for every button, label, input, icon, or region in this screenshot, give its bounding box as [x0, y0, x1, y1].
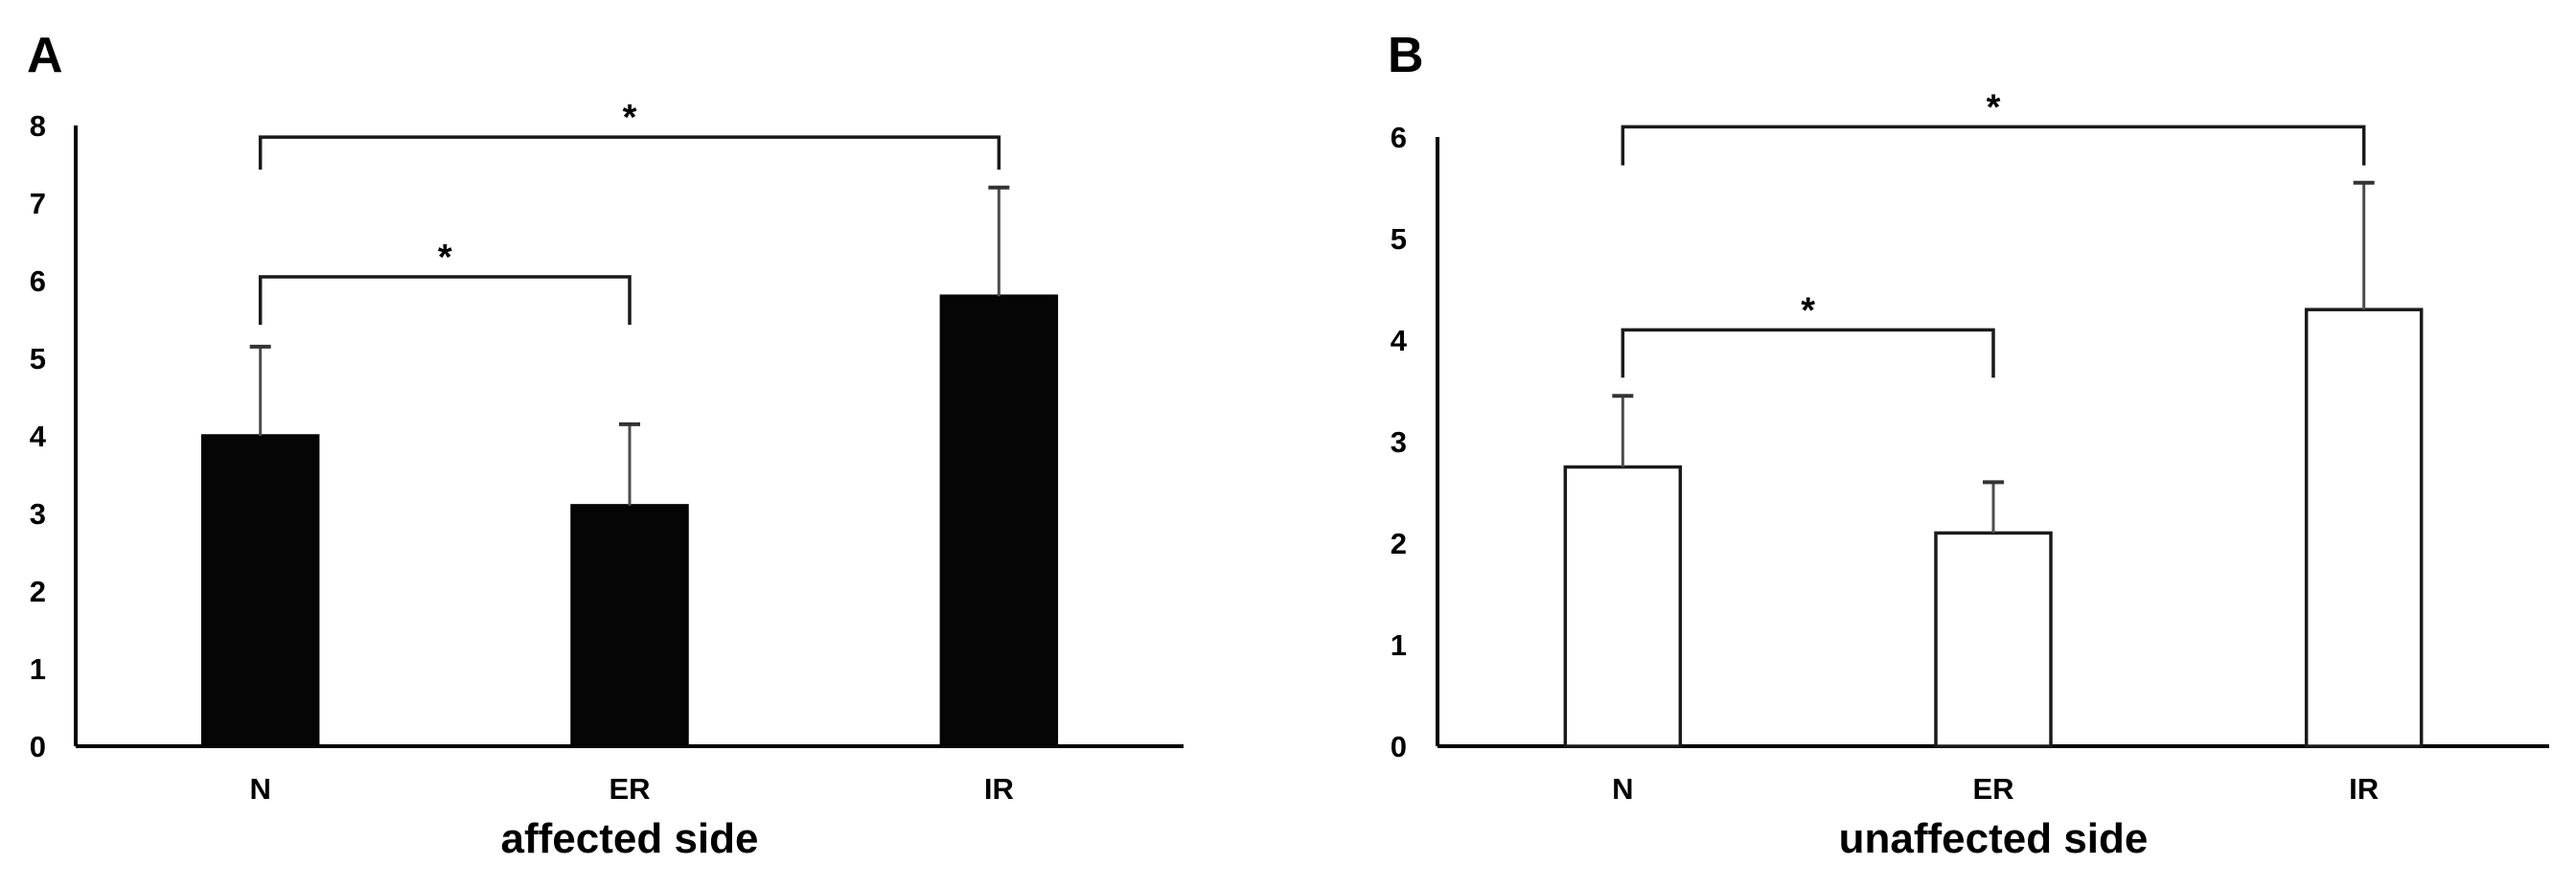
y-tick-label: 6	[30, 264, 46, 298]
y-tick-label: 3	[1391, 425, 1407, 459]
category-label: IR	[2349, 772, 2379, 806]
significance-asterisk: *	[623, 98, 637, 138]
y-tick-label: 6	[1391, 121, 1407, 154]
bar-er	[570, 504, 689, 748]
y-tick-label: 4	[30, 420, 47, 453]
y-tick-label: 7	[30, 187, 46, 220]
y-tick-label: 3	[30, 497, 46, 531]
panel-a: A 0 1 2 3 4 5 6 7 8 N ER IR * * affected side	[27, 28, 1184, 862]
significance-asterisk: *	[1801, 290, 1815, 330]
bar-er	[1934, 531, 2053, 748]
panel-letter: B	[1388, 28, 1424, 83]
y-tick-label: 1	[30, 652, 46, 686]
y-tick-label: 2	[30, 575, 46, 608]
category-label: N	[1612, 772, 1633, 806]
bar-n	[1563, 465, 1683, 748]
significance-bracket	[1621, 125, 2366, 166]
axis-title: affected side	[501, 815, 759, 862]
y-tick-label: 0	[1391, 730, 1407, 763]
y-tick-label: 8	[30, 109, 46, 143]
significance-asterisk: *	[1987, 87, 2001, 127]
category-label: N	[249, 772, 270, 806]
y-tick-label: 4	[1391, 324, 1408, 357]
significance-asterisk: *	[438, 238, 452, 278]
significance-bracket	[1621, 328, 1995, 378]
significance-bracket	[258, 275, 632, 326]
y-tick-label: 2	[1391, 527, 1407, 560]
y-tick-label: 5	[30, 342, 46, 376]
significance-bracket	[258, 135, 1001, 171]
category-label: ER	[1972, 772, 2013, 806]
bar-n	[200, 434, 320, 748]
y-tick-label: 0	[30, 730, 46, 763]
axis-title: unaffected side	[1839, 815, 2149, 862]
category-label: ER	[609, 772, 650, 806]
panel-letter: A	[27, 28, 63, 83]
bar-ir	[939, 294, 1059, 748]
y-tick-label: 5	[1391, 222, 1407, 256]
bar-ir	[2304, 307, 2424, 748]
y-tick-label: 1	[1391, 628, 1407, 662]
category-label: IR	[984, 772, 1014, 806]
panel-b: B 0 1 2 3 4 5 6 N ER IR * * unaffected side	[1388, 28, 2549, 862]
